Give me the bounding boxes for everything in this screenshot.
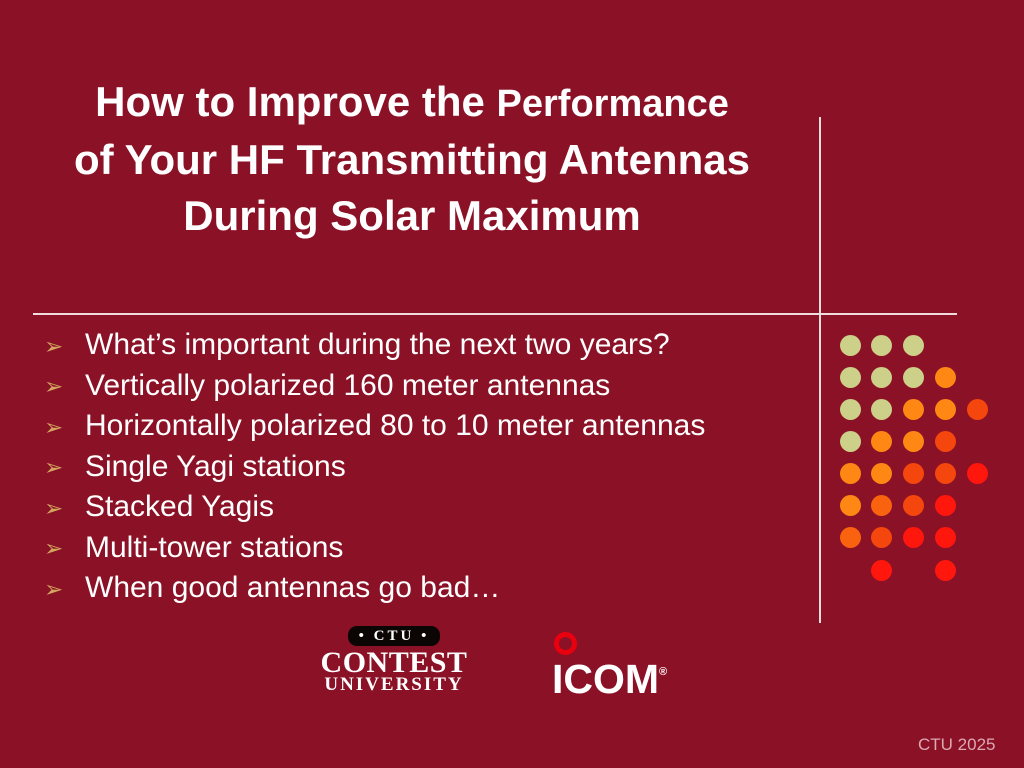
decor-dot bbox=[871, 527, 893, 549]
bullet-item: ➢ Stacked Yagis bbox=[44, 487, 814, 528]
vertical-divider-line bbox=[819, 117, 821, 623]
bullet-arrow-icon: ➢ bbox=[44, 413, 64, 440]
title-line-1: How to Improve the Performance bbox=[14, 74, 810, 132]
decor-dot bbox=[966, 463, 988, 485]
decor-dot bbox=[903, 430, 925, 452]
decor-dot bbox=[934, 463, 956, 485]
bullet-text: Stacked Yagis bbox=[85, 490, 275, 524]
bullet-text: Vertically polarized 160 meter antennas bbox=[85, 368, 611, 402]
bullet-item: ➢ Multi-tower stations bbox=[44, 528, 814, 569]
bullet-arrow-icon: ➢ bbox=[44, 373, 64, 400]
decor-dot bbox=[934, 527, 956, 549]
decor-dot bbox=[871, 398, 893, 420]
decor-dot bbox=[839, 430, 861, 452]
icom-logo: ICOM® bbox=[552, 632, 668, 702]
ctu-logo-contest-text: CONTEST bbox=[320, 646, 468, 679]
title-line-1-main: How to Improve the bbox=[95, 78, 497, 125]
decor-dot bbox=[871, 430, 893, 452]
decor-dot bbox=[839, 398, 861, 420]
decor-dot bbox=[871, 559, 893, 581]
decor-dot bbox=[934, 495, 956, 517]
bullet-item: ➢ Single Yagi stations bbox=[44, 447, 814, 488]
bullet-item: ➢ Vertically polarized 160 meter antenna… bbox=[44, 366, 814, 407]
decor-dot bbox=[903, 366, 925, 388]
bullet-arrow-icon: ➢ bbox=[44, 332, 64, 359]
bullet-arrow-icon: ➢ bbox=[44, 575, 64, 602]
bullet-list: ➢ What’s important during the next two y… bbox=[44, 325, 814, 609]
decor-dot bbox=[871, 463, 893, 485]
bullet-item: ➢ When good antennas go bad… bbox=[44, 568, 814, 609]
decor-dot bbox=[839, 463, 861, 485]
icom-ring-icon bbox=[554, 632, 577, 655]
bullet-arrow-icon: ➢ bbox=[44, 454, 64, 481]
decor-dot bbox=[839, 334, 861, 356]
decor-dot bbox=[903, 398, 925, 420]
bullet-arrow-icon: ➢ bbox=[44, 494, 64, 521]
bullet-text: Horizontally polarized 80 to 10 meter an… bbox=[85, 409, 706, 443]
bullet-text: What’s important during the next two yea… bbox=[85, 328, 670, 362]
title-line-2: of Your HF Transmitting Antennas bbox=[74, 136, 750, 183]
bullet-text: Multi-tower stations bbox=[85, 530, 344, 564]
title-divider-line bbox=[33, 313, 957, 315]
bullet-text: When good antennas go bad… bbox=[85, 571, 501, 605]
decor-dot bbox=[934, 559, 956, 581]
slide-title: How to Improve the Performance of Your H… bbox=[14, 74, 810, 244]
bullet-item: ➢ Horizontally polarized 80 to 10 meter … bbox=[44, 406, 814, 447]
ctu-contest-university-logo: • CTU • CONTEST UNIVERSITY bbox=[318, 626, 470, 694]
decor-dot bbox=[934, 366, 956, 388]
decor-dot bbox=[903, 463, 925, 485]
slide-footer: CTU 2025 bbox=[918, 735, 996, 754]
ctu-badge: • CTU • bbox=[347, 626, 441, 646]
bullet-text: Single Yagi stations bbox=[85, 449, 346, 483]
ctu-logo-university-text: UNIVERSITY bbox=[324, 674, 464, 695]
title-line-1-end: Performance bbox=[496, 83, 729, 125]
decor-dot bbox=[934, 398, 956, 420]
icom-logo-text: ICOM® bbox=[552, 656, 668, 702]
decor-dot bbox=[903, 495, 925, 517]
decor-dot bbox=[966, 398, 988, 420]
decor-dot bbox=[871, 334, 893, 356]
bullet-item: ➢ What’s important during the next two y… bbox=[44, 325, 814, 366]
registered-mark: ® bbox=[659, 666, 668, 678]
decor-dot bbox=[903, 527, 925, 549]
decor-dot bbox=[839, 366, 861, 388]
decor-dot bbox=[903, 334, 925, 356]
decor-dot bbox=[871, 366, 893, 388]
decor-dot bbox=[839, 495, 861, 517]
title-line-3: During Solar Maximum bbox=[183, 192, 641, 239]
bullet-arrow-icon: ➢ bbox=[44, 535, 64, 562]
decor-dot bbox=[934, 430, 956, 452]
decor-dot bbox=[839, 527, 861, 549]
decor-dot bbox=[871, 495, 893, 517]
